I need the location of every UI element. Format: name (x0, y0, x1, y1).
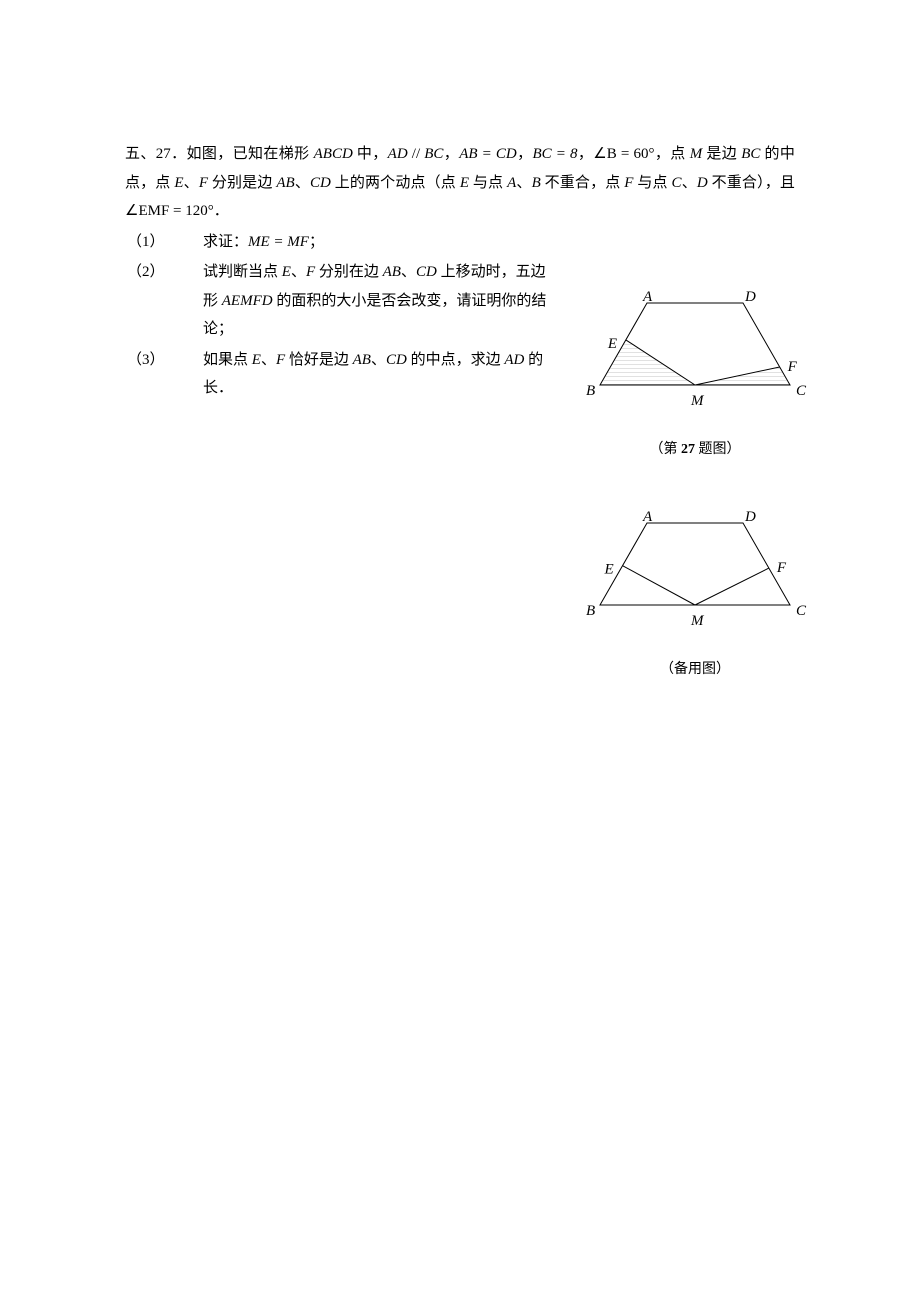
sub2-t4: 、 (401, 264, 416, 280)
figure-main-svg: A D B C M E F (580, 280, 810, 420)
stmt-prefix: 五、27．如图，已知在梯形 (125, 146, 314, 162)
comma2: ， (517, 146, 533, 162)
stmt-prefix2: 中， (353, 146, 388, 162)
t1: 点 (670, 146, 690, 162)
figure-main-caption-num: 27 (681, 442, 695, 457)
lbl-d: D (697, 175, 708, 191)
sub2-f: F (306, 264, 315, 280)
svg-text:C: C (796, 383, 807, 399)
svg-text:A: A (642, 509, 653, 525)
figure-spare-svg: A D B C M E F (580, 500, 810, 640)
sub2-cd: CD (416, 264, 437, 280)
lbl-f: F (199, 175, 208, 191)
sub2-aemfd: AEMFD (222, 293, 273, 309)
lbl-c: C (672, 175, 682, 191)
sub3-num: （3） (165, 346, 203, 375)
svg-text:C: C (796, 603, 807, 619)
problem-block: 五、27．如图，已知在梯形 ABCD 中，AD // BC，AB = CD，BC… (125, 140, 795, 403)
t1e: 分别是边 (208, 175, 276, 191)
lbl-e2: E (460, 175, 469, 191)
sub3-cd: CD (386, 352, 407, 368)
lbl-cd: CD (310, 175, 331, 191)
lbl-ab: AB (276, 175, 294, 191)
lbl-bc: BC (424, 146, 443, 162)
svg-text:E: E (607, 336, 617, 352)
sub3-t5: 的中点，求边 (407, 352, 505, 368)
lbl-abcd: ABCD (314, 146, 353, 162)
sub2-t3: 分别在边 (315, 264, 383, 280)
sub3-ab: AB (353, 352, 371, 368)
sub3-t2: 、 (261, 352, 276, 368)
t1j: 不重合，点 (541, 175, 625, 191)
sub3-f: F (276, 352, 285, 368)
t1i: 、 (516, 175, 531, 191)
sub1-eq: ME = MF (248, 234, 309, 250)
svg-text:B: B (586, 603, 595, 619)
lbl-b: B (532, 175, 541, 191)
sub3-ad: AD (504, 352, 524, 368)
eq-bc-8: BC = 8 (532, 146, 577, 162)
svg-text:F: F (787, 359, 798, 375)
figure-spare-caption: （备用图） (580, 657, 810, 684)
lbl-m: M (690, 146, 703, 162)
lbl-e: E (174, 175, 183, 191)
t1m: 不重合），且 (708, 175, 795, 191)
sub2-num: （2） (165, 258, 203, 287)
comma4: ， (654, 146, 670, 162)
comma1: ， (443, 146, 459, 162)
period: ． (214, 203, 229, 219)
sub2-t1: 试判断当点 (203, 264, 282, 280)
sub1-text: 求证： (203, 234, 248, 250)
t1h: 与点 (469, 175, 507, 191)
svg-text:D: D (744, 289, 756, 305)
eq-angle-b: ∠B = 60° (593, 146, 654, 162)
sub3-e: E (252, 352, 261, 368)
sub1-tail: ； (309, 234, 324, 250)
comma3: ， (578, 146, 594, 162)
lbl-a: A (507, 175, 516, 191)
t1l: 、 (682, 175, 697, 191)
sub3-t1: 如果点 (203, 352, 252, 368)
svg-text:D: D (744, 509, 756, 525)
sub2-ab: AB (383, 264, 401, 280)
svg-text:M: M (690, 393, 705, 409)
svg-text:B: B (586, 383, 595, 399)
figure-main: A D B C M E F （第 27 题图） (580, 280, 810, 463)
eq-angle-emf: ∠EMF = 120° (125, 203, 214, 219)
svg-text:F: F (776, 560, 787, 576)
sub3-t4: 、 (371, 352, 386, 368)
lbl-bc2: BC (741, 146, 760, 162)
subquestion-1: （1）求证：ME = MF； (165, 228, 795, 257)
sub2-t2: 、 (291, 264, 306, 280)
svg-text:E: E (604, 562, 614, 578)
sub3-t3: 恰好是边 (285, 352, 353, 368)
figure-spare: A D B C M E F （备用图） (580, 500, 810, 683)
t1f: 、 (295, 175, 310, 191)
svg-text:A: A (642, 289, 653, 305)
t1d: 、 (184, 175, 199, 191)
lbl-ad: AD (388, 146, 408, 162)
svg-text:M: M (690, 613, 705, 629)
sub1-num: （1） (165, 228, 203, 257)
eq-ab-cd: AB = CD (459, 146, 517, 162)
figure-main-caption-l: （第 (650, 442, 682, 457)
t1b: 是边 (702, 146, 741, 162)
t1k: 与点 (633, 175, 671, 191)
figure-main-caption-r: 题图） (695, 442, 741, 457)
sub2-e: E (282, 264, 291, 280)
lbl-par: // (408, 146, 425, 162)
t1g: 上的两个动点（点 (331, 175, 460, 191)
problem-statement: 五、27．如图，已知在梯形 ABCD 中，AD // BC，AB = CD，BC… (125, 140, 795, 226)
